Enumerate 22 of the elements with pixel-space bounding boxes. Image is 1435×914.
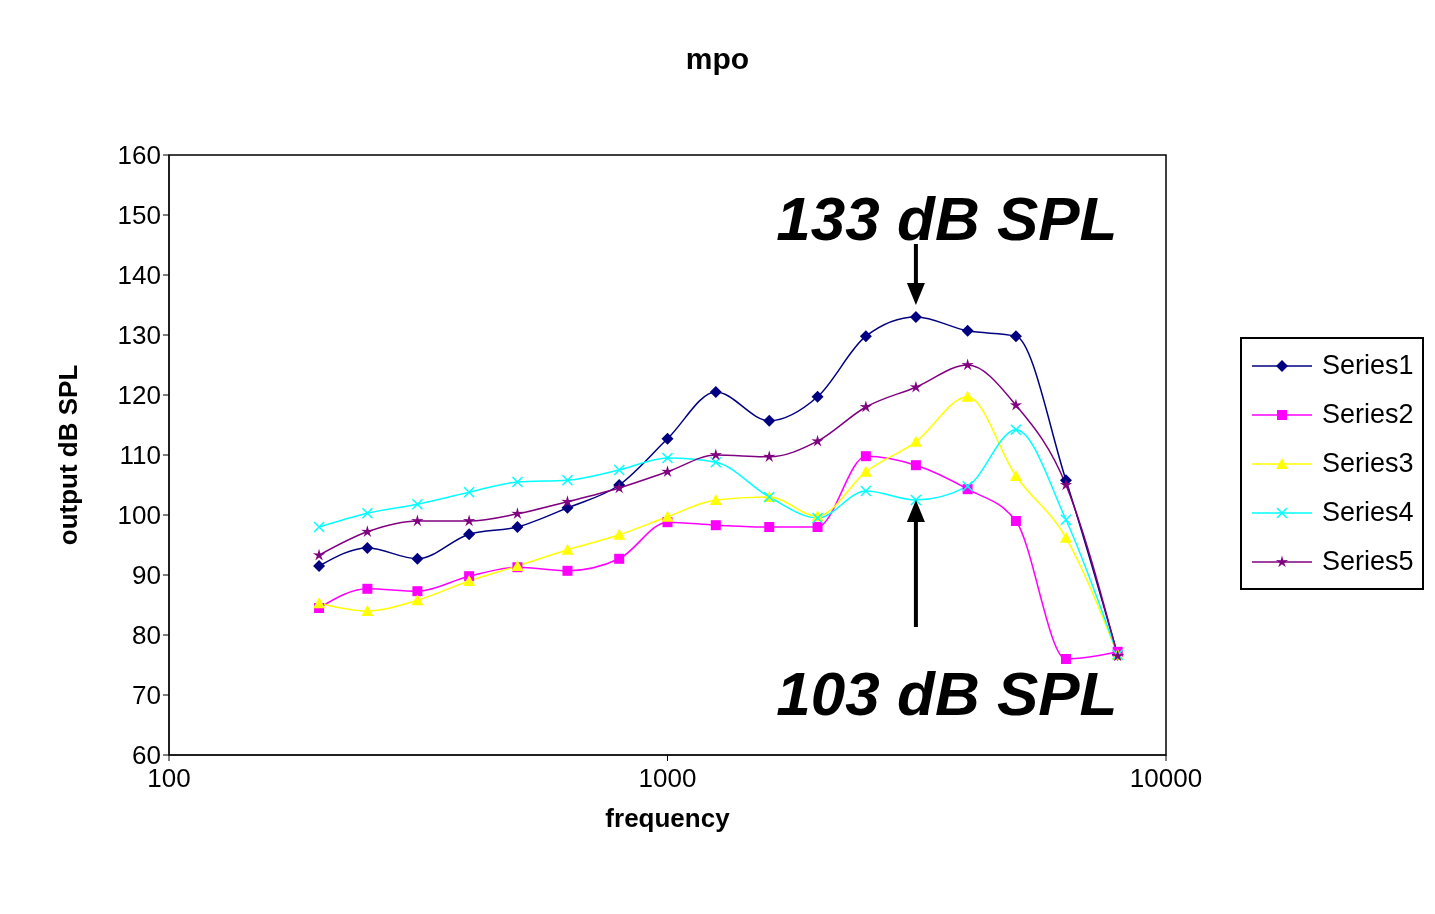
y-tick-label: 90 (132, 560, 161, 591)
y-tick-label: 120 (117, 380, 161, 411)
y-tick-label: 70 (132, 680, 161, 711)
annotation: 133 dB SPL (776, 184, 1118, 253)
x-tick-label: 10000 (1129, 763, 1203, 794)
legend-label: Series3 (1322, 447, 1414, 480)
y-axis-title: output dB SPL (53, 364, 84, 546)
chart-title: mpo (684, 42, 751, 76)
y-tick-label: 130 (117, 320, 161, 351)
x-axis-title: frequency (605, 803, 731, 833)
legend-label: Series4 (1322, 496, 1414, 529)
annotation: 103 dB SPL (776, 659, 1118, 728)
y-tick-label: 80 (132, 620, 161, 651)
y-tick-label: 150 (117, 200, 161, 231)
x-tick-label: 1000 (638, 763, 697, 794)
legend-label: Series2 (1322, 398, 1414, 431)
y-tick-label: 160 (117, 140, 161, 171)
y-tick-label: 100 (117, 500, 161, 531)
legend-label: Series1 (1322, 349, 1414, 382)
y-tick-label: 140 (117, 260, 161, 291)
legend-label: Series5 (1322, 545, 1414, 578)
y-tick-label: 110 (119, 440, 161, 471)
